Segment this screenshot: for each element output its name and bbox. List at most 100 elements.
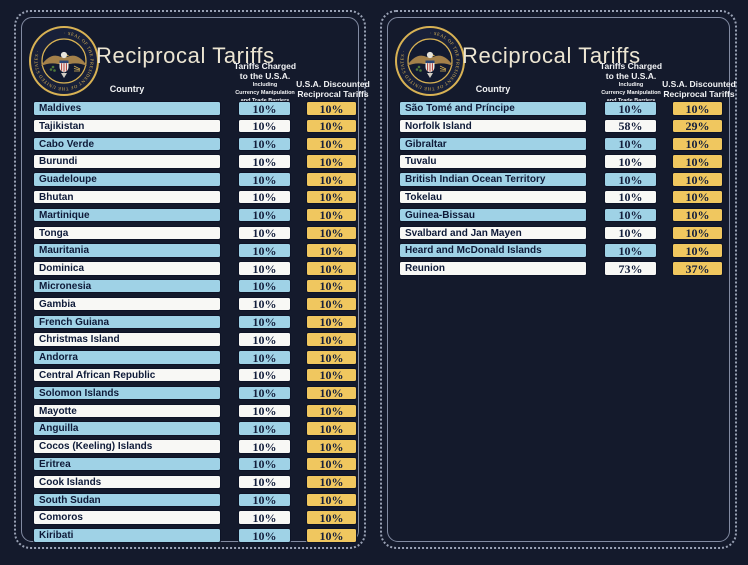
discounted-tariff-cell: 10% xyxy=(672,172,723,187)
discounted-tariff-cell: 10% xyxy=(306,439,357,454)
discounted-tariff-cell: 29% xyxy=(672,118,723,134)
tariff-charged-cell: 10% xyxy=(238,225,291,241)
country-cell: Central African Republic xyxy=(33,367,221,383)
discounted-tariff-cell: 10% xyxy=(306,314,357,330)
tariff-charged-cell: 10% xyxy=(238,492,291,508)
country-cell: Heard and McDonald Islands xyxy=(399,243,587,258)
country-cell: Andorra xyxy=(33,350,221,365)
country-cell: Comoros xyxy=(33,510,221,525)
tariff-charged-cell: 10% xyxy=(238,474,291,490)
tariff-charged-cell: 10% xyxy=(238,261,291,276)
discounted-tariff-cell: 10% xyxy=(306,492,357,508)
discounted-tariff-cell: 10% xyxy=(306,207,357,223)
table-row: Norfolk Island 58% 29% xyxy=(382,118,735,134)
table-row: Bhutan 10% 10% xyxy=(16,189,364,205)
discounted-tariff-cell: 10% xyxy=(306,243,357,258)
table-row: Central African Republic 10% 10% xyxy=(16,367,364,383)
table-row: Cocos (Keeling) Islands 10% 10% xyxy=(16,439,364,454)
tariff-charged-cell: 10% xyxy=(238,207,291,223)
table-row: Guadeloupe 10% 10% xyxy=(16,172,364,187)
table-row: South Sudan 10% 10% xyxy=(16,492,364,508)
discounted-tariff-cell: 10% xyxy=(306,403,357,419)
country-cell: Gambia xyxy=(33,296,221,312)
discounted-tariff-cell: 10% xyxy=(306,278,357,294)
country-cell: Cook Islands xyxy=(33,474,221,490)
country-cell: Gibraltar xyxy=(399,136,587,152)
country-cell: Guadeloupe xyxy=(33,172,221,187)
country-cell: Maldives xyxy=(33,101,221,116)
discounted-header-line: Reciprocal Tariffs xyxy=(663,89,735,100)
table-row: Dominica 10% 10% xyxy=(16,261,364,276)
table-row: Solomon Islands 10% 10% xyxy=(16,385,364,401)
tariff-charged-cell: 10% xyxy=(238,314,291,330)
discounted-tariff-cell: 10% xyxy=(306,350,357,365)
tariff-charged-cell: 10% xyxy=(238,510,291,525)
discounted-tariff-cell: 10% xyxy=(672,189,723,205)
country-cell: British Indian Ocean Territory xyxy=(399,172,587,187)
charged-header-subline: Including xyxy=(618,82,644,89)
tariff-charged-cell: 10% xyxy=(238,296,291,312)
tariff-charged-cell: 10% xyxy=(604,243,657,258)
charged-header-line: to the U.S.A. xyxy=(239,71,291,82)
country-cell: São Tomé and Príncipe xyxy=(399,101,587,116)
column-header-discounted: U.S.A. Discounted Reciprocal Tariffs xyxy=(278,79,388,99)
table-row: Andorra 10% 10% xyxy=(16,350,364,365)
tariff-charged-cell: 10% xyxy=(604,154,657,169)
tariff-table: Maldives 10% 10% Tajikistan 10% 10% Cabo Verde… xyxy=(16,101,364,546)
charged-header-subline: Including xyxy=(252,82,278,89)
table-row: Burundi 10% 10% xyxy=(16,154,364,169)
tariff-charged-cell: 10% xyxy=(238,118,291,134)
discounted-tariff-cell: 10% xyxy=(672,207,723,223)
table-row: Maldives 10% 10% xyxy=(16,101,364,116)
country-cell: French Guiana xyxy=(33,314,221,330)
tariff-charged-cell: 10% xyxy=(238,278,291,294)
discounted-tariff-cell: 37% xyxy=(672,261,723,276)
discounted-header-line: U.S.A. Discounted xyxy=(662,79,736,89)
discounted-tariff-cell: 10% xyxy=(672,136,723,152)
column-header-country: Country xyxy=(109,84,145,94)
discounted-tariff-cell: 10% xyxy=(306,474,357,490)
discounted-tariff-cell: 10% xyxy=(672,154,723,169)
tariff-charged-cell: 10% xyxy=(238,403,291,419)
discounted-header-line: U.S.A. Discounted xyxy=(296,79,370,89)
country-cell: Mayotte xyxy=(33,403,221,419)
tariff-panel-right: · SEAL OF THE PRESIDENT OF THE UNITED ST… xyxy=(380,10,737,549)
country-cell: South Sudan xyxy=(33,492,221,508)
table-row: Mauritania 10% 10% xyxy=(16,243,364,258)
table-row: São Tomé and Príncipe 10% 10% xyxy=(382,101,735,116)
discounted-tariff-cell: 10% xyxy=(306,510,357,525)
tariff-charged-cell: 10% xyxy=(238,528,291,543)
table-row: Anguilla 10% 10% xyxy=(16,421,364,436)
country-cell: Tonga xyxy=(33,225,221,241)
discounted-tariff-cell: 10% xyxy=(306,367,357,383)
country-cell: Martinique xyxy=(33,207,221,223)
charged-header-line: to the U.S.A. xyxy=(605,71,657,82)
tariff-charged-cell: 10% xyxy=(604,172,657,187)
table-row: French Guiana 10% 10% xyxy=(16,314,364,330)
presidential-seal-icon: · SEAL OF THE PRESIDENT OF THE UNITED ST… xyxy=(29,26,99,96)
discounted-tariff-cell: 10% xyxy=(306,154,357,169)
charged-header-subline: and Trade Barriers xyxy=(210,98,320,105)
country-cell: Mauritania xyxy=(33,243,221,258)
charged-header-line: Tariffs Charged xyxy=(599,61,663,71)
table-row: British Indian Ocean Territory 10% 10% xyxy=(382,172,735,187)
discounted-tariff-cell: 10% xyxy=(306,261,357,276)
country-cell: Reunion xyxy=(399,261,587,276)
table-row: Guinea-Bissau 10% 10% xyxy=(382,207,735,223)
country-cell: Cocos (Keeling) Islands xyxy=(33,439,221,454)
column-header-tariffs-charged: Tariffs Charged to the U.S.A. Including … xyxy=(576,61,686,105)
country-cell: Kiribati xyxy=(33,528,221,543)
discounted-tariff-cell: 10% xyxy=(672,225,723,241)
tariff-charged-cell: 10% xyxy=(238,189,291,205)
discounted-tariff-cell: 10% xyxy=(306,118,357,134)
tariff-charged-cell: 10% xyxy=(238,367,291,383)
tariff-charged-cell: 10% xyxy=(604,225,657,241)
tariff-charged-cell: 10% xyxy=(238,332,291,347)
tariff-charged-cell: 10% xyxy=(238,385,291,401)
presidential-seal-icon: · SEAL OF THE PRESIDENT OF THE UNITED ST… xyxy=(395,26,465,96)
discounted-tariff-cell: 10% xyxy=(306,456,357,472)
tariff-charged-cell: 10% xyxy=(238,243,291,258)
discounted-tariff-cell: 10% xyxy=(306,101,357,116)
country-cell: Tuvalu xyxy=(399,154,587,169)
